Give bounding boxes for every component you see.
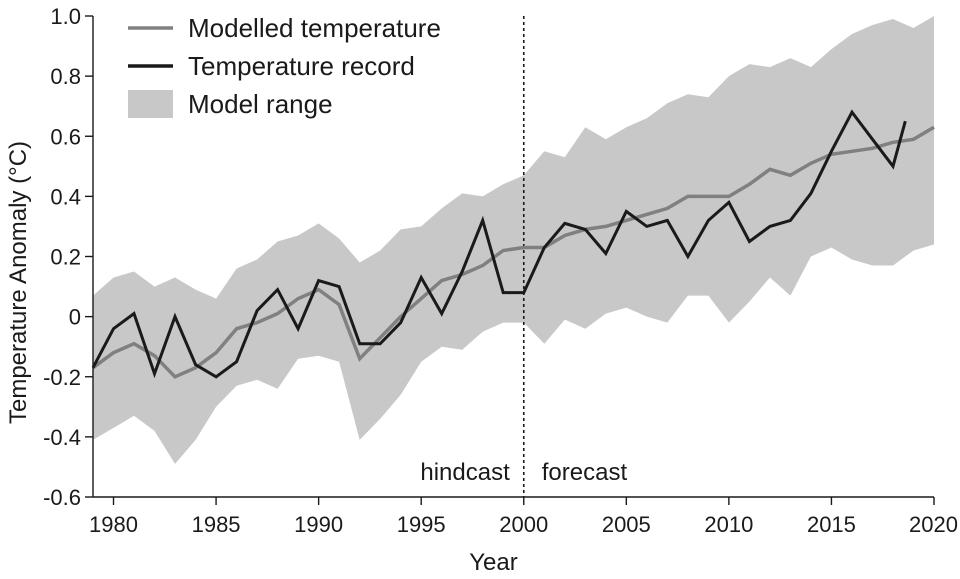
x-tick-label: 2005 — [602, 512, 651, 537]
model-range-band — [93, 16, 934, 464]
model-range-band-layer — [93, 16, 934, 464]
series-lines-layer — [91, 109, 935, 379]
modelled-temperature-legend-label: Modelled temperature — [188, 13, 441, 43]
x-tick-label: 1995 — [397, 512, 446, 537]
y-tick-label: -0.2 — [43, 365, 81, 390]
annotations-layer: hindcast forecast — [420, 459, 627, 486]
temperature-record-legend-label: Temperature record — [188, 51, 415, 81]
y-tick-label: 0.8 — [50, 64, 81, 89]
axes-layer: -0.6 -0.4 -0.2 0 0.2 0.4 0.6 0.8 1.0 1980 1985 1990… — [5, 4, 958, 576]
x-axis-title: Year — [469, 549, 518, 576]
model-range-legend-swatch — [128, 90, 173, 118]
y-tick-label: 0.6 — [50, 124, 81, 149]
y-tick-label: 1.0 — [50, 4, 81, 29]
x-tick-label: 2010 — [704, 512, 753, 537]
forecast-label: forecast — [542, 459, 628, 486]
x-tick-label: 2020 — [909, 512, 958, 537]
y-tick-label: 0 — [69, 305, 81, 330]
modelled-temperature-line — [91, 125, 935, 379]
x-tick-label: 1990 — [294, 512, 343, 537]
y-tick-label: 0.2 — [50, 245, 81, 270]
y-axis-title: Temperature Anomaly (°C) — [5, 141, 32, 424]
x-tick-label: 2015 — [807, 512, 856, 537]
y-tick-label: -0.6 — [43, 485, 81, 510]
y-tick-label: -0.4 — [43, 425, 81, 450]
x-tick-label: 1980 — [89, 512, 138, 537]
temperature-record-line — [91, 109, 907, 379]
legend: Modelled temperature Temperature record Mo… — [128, 13, 441, 119]
y-tick-label: 0.4 — [50, 184, 81, 209]
hindcast-label: hindcast — [420, 459, 510, 486]
x-tick-label: 2000 — [499, 512, 548, 537]
x-tick-label: 1985 — [192, 512, 241, 537]
model-range-legend-label: Model range — [188, 89, 333, 119]
